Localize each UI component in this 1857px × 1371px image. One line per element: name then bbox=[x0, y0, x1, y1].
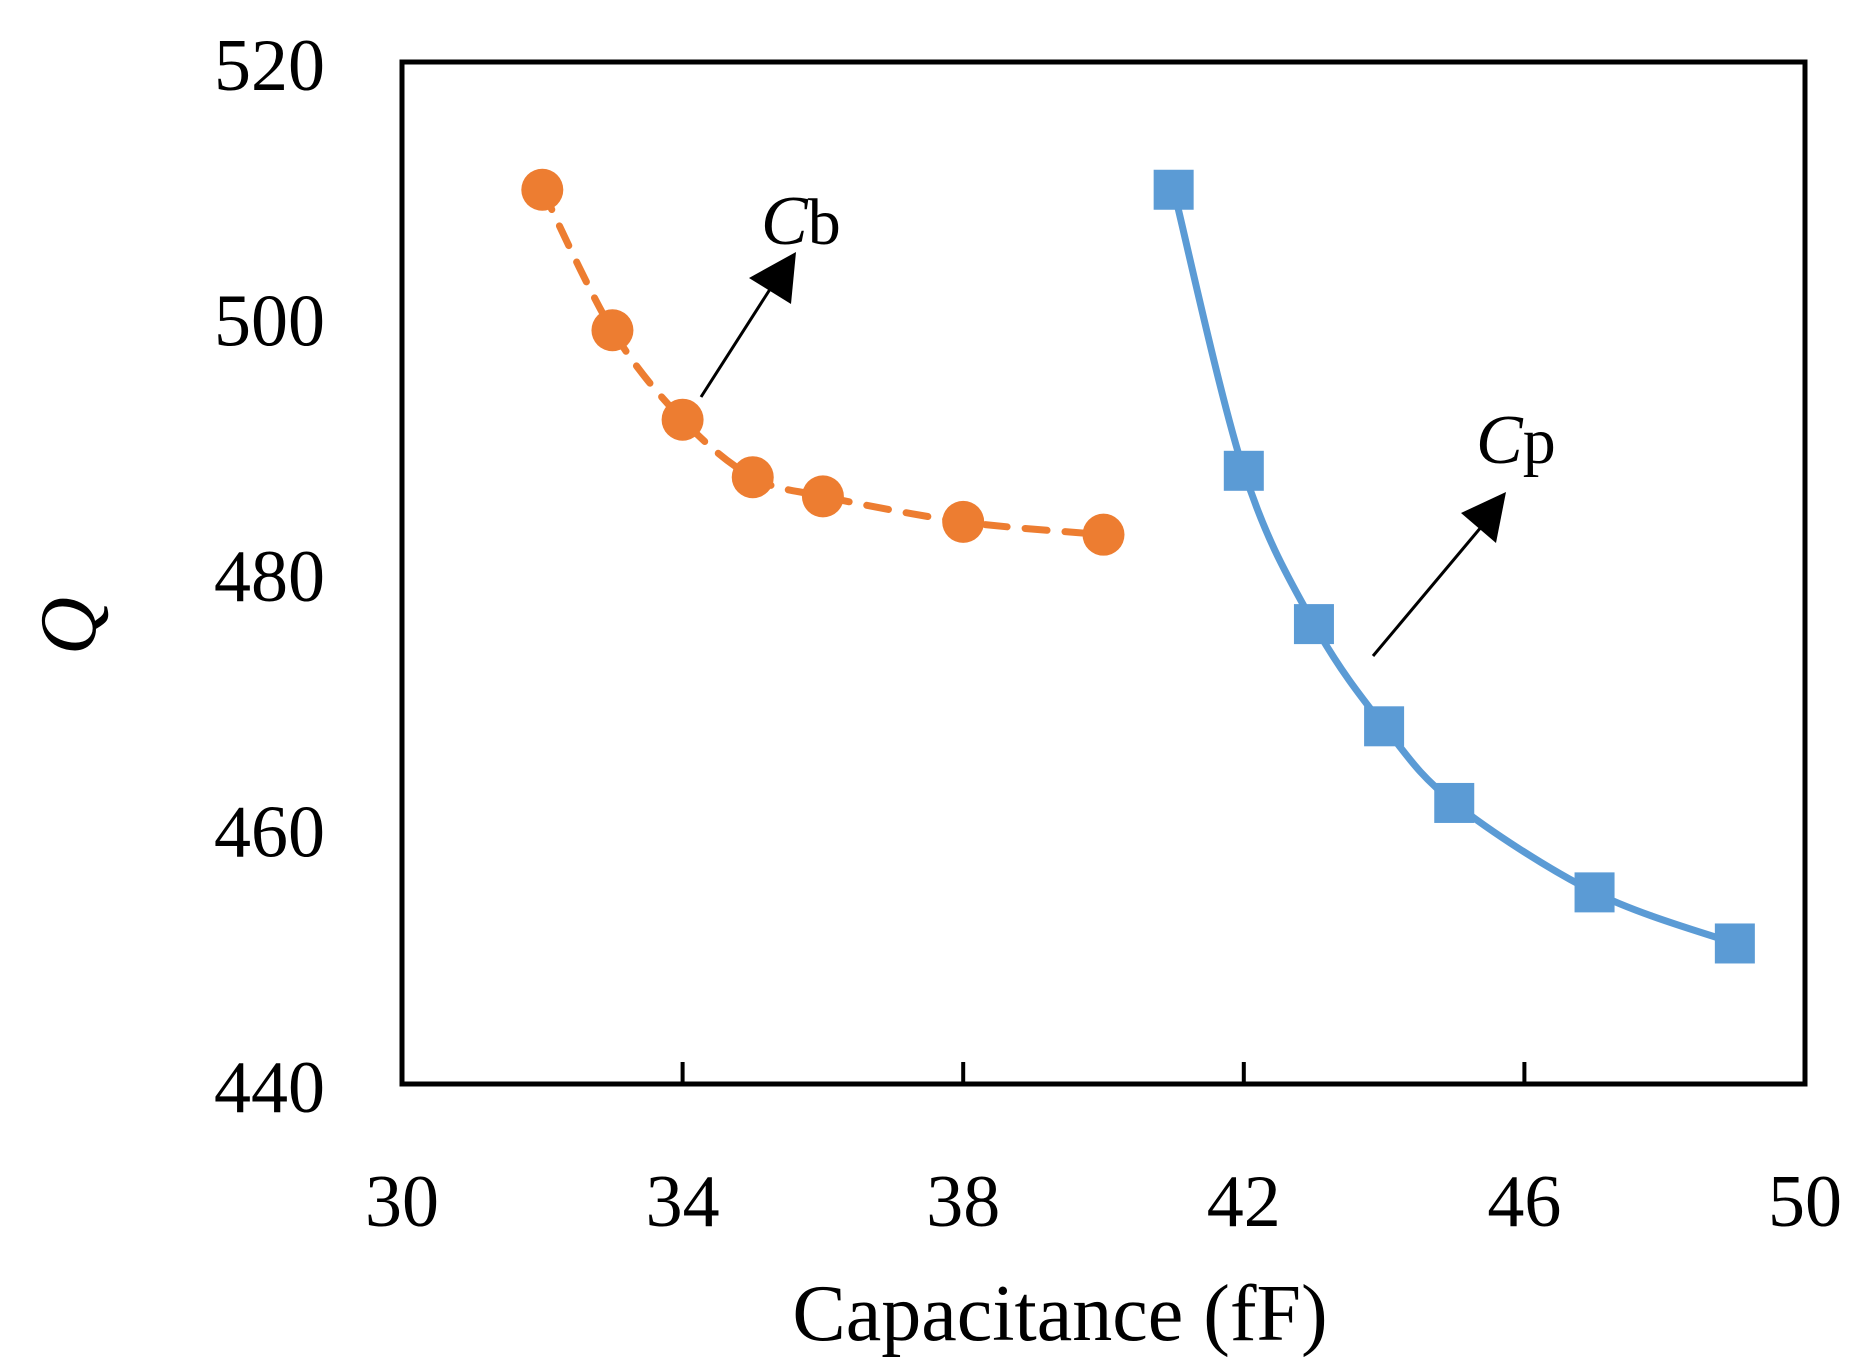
cp-annotation: Cp bbox=[1371, 402, 1556, 657]
x-tick-label: 38 bbox=[926, 1161, 1000, 1243]
data-point-cp bbox=[1574, 872, 1615, 913]
data-point-cp bbox=[1714, 923, 1755, 964]
data-point-cp bbox=[1153, 169, 1194, 210]
y-tick-label: 480 bbox=[214, 536, 325, 618]
x-tick-label: 42 bbox=[1207, 1161, 1281, 1243]
x-tick-label: 34 bbox=[646, 1161, 720, 1243]
cp-label-main: C bbox=[1476, 402, 1524, 479]
x-axis-ticks: 30 34 38 42 46 50 bbox=[365, 1062, 1842, 1243]
cp-label-sub: p bbox=[1523, 405, 1556, 478]
data-point-cb bbox=[661, 398, 704, 441]
data-point-cp bbox=[1223, 450, 1264, 491]
cb-arrow-head bbox=[749, 252, 796, 304]
y-axis-title: Q bbox=[25, 597, 113, 655]
cb-label-main: C bbox=[761, 183, 809, 260]
cp-arrow bbox=[1371, 525, 1484, 657]
x-tick-label: 46 bbox=[1487, 1161, 1561, 1243]
cp-label: Cp bbox=[1476, 402, 1556, 479]
cb-label-sub: b bbox=[808, 186, 841, 259]
data-point-cb bbox=[1082, 513, 1125, 556]
data-point-cb bbox=[591, 309, 634, 352]
series-cp bbox=[1153, 169, 1755, 964]
data-point-cb bbox=[942, 500, 985, 543]
data-point-cb bbox=[521, 168, 564, 211]
y-axis-ticks: 440 460 480 500 520 bbox=[214, 25, 325, 1129]
y-tick-label: 520 bbox=[214, 25, 325, 107]
y-tick-label: 460 bbox=[214, 792, 325, 874]
data-point-cb bbox=[731, 456, 774, 499]
y-tick-label: 500 bbox=[214, 281, 325, 363]
data-point-cp bbox=[1293, 604, 1334, 645]
data-point-cb bbox=[801, 475, 844, 518]
series-cb bbox=[521, 168, 1125, 556]
data-point-cp bbox=[1434, 782, 1475, 823]
data-point-cp bbox=[1364, 706, 1405, 747]
x-tick-label: 50 bbox=[1768, 1161, 1842, 1243]
cb-annotation: Cb bbox=[699, 183, 841, 398]
cb-label: Cb bbox=[761, 183, 841, 260]
series-layer bbox=[521, 168, 1755, 964]
y-tick-label: 440 bbox=[214, 1047, 325, 1129]
series-line-cp bbox=[1170, 186, 1739, 947]
x-axis-title: Capacitance (fF) bbox=[792, 1270, 1327, 1358]
cp-arrow-head bbox=[1461, 492, 1506, 543]
plot-area-frame bbox=[399, 59, 1808, 1087]
x-tick-label: 30 bbox=[365, 1161, 439, 1243]
